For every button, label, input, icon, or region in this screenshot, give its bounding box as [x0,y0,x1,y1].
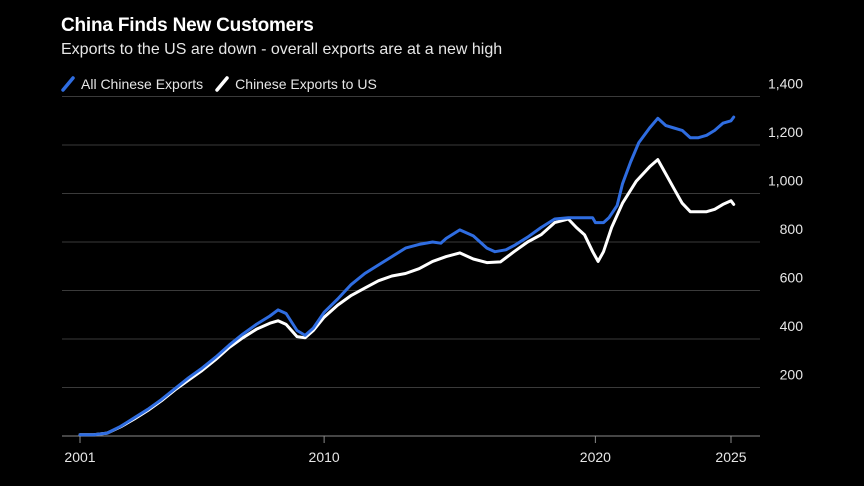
y-tick-label-800: 800 [780,221,804,237]
y-tick-label-1200: 1,200 [768,124,803,140]
y-tick-label-1400: 1,400 [768,76,803,92]
x-axis-ticks: 2001 2010 2020 2025 [64,436,747,465]
chart-title: China Finds New Customers [61,15,314,36]
legend-item-exports-to-us: Chinese Exports to US [215,76,377,92]
legend-item-all-exports: All Chinese Exports [61,76,203,92]
y-tick-label-200: 200 [780,367,804,383]
y-axis-labels: 200 400 600 800 1,000 1,200 1,400 [768,76,803,383]
x-tick-label-2025: 2025 [715,449,746,465]
legend-label-exports-to-us: Chinese Exports to US [235,76,377,92]
x-tick-label-2010: 2010 [309,449,340,465]
y-tick-label-600: 600 [780,270,804,286]
y-tick-label-1000: 1,000 [768,173,803,189]
series-lines [78,115,736,437]
legend-label-all-exports: All Chinese Exports [81,76,204,92]
series-line-exports-to-us [78,158,736,437]
gridlines [62,96,760,388]
x-tick-label-2001: 2001 [64,449,95,465]
x-tick-label-2020: 2020 [580,449,611,465]
legend-swatch-all-exports [61,76,75,92]
series-line-all-exports [78,115,736,437]
y-tick-label-400: 400 [780,318,804,334]
chart-subtitle: Exports to the US are down - overall exp… [61,41,503,58]
legend-swatch-exports-to-us [215,76,229,92]
chart-legend: All Chinese Exports Chinese Exports to U… [61,76,389,92]
